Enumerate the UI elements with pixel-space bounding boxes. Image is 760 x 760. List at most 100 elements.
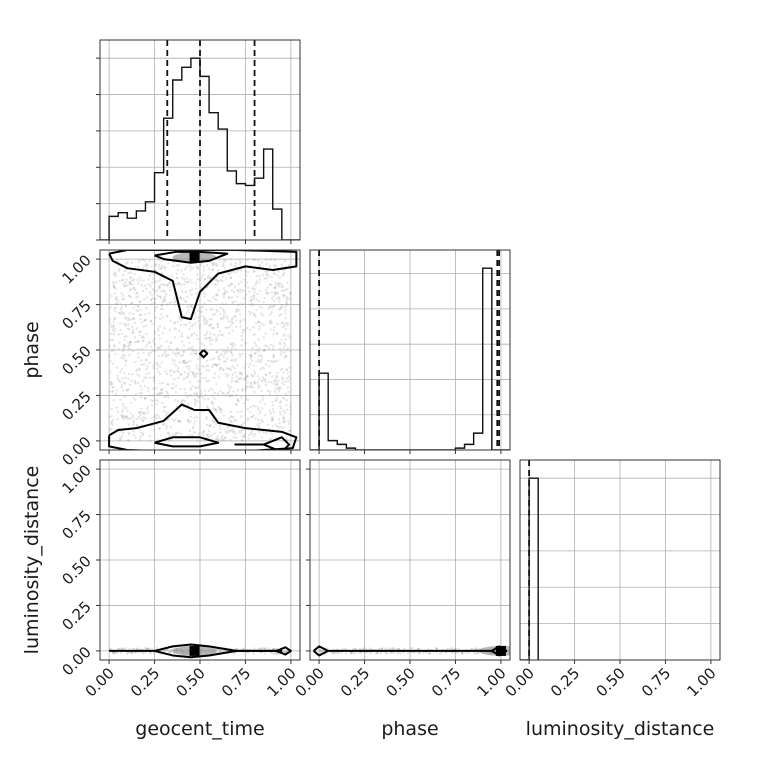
sample-point (195, 416, 199, 419)
sample-point (169, 286, 172, 289)
sample-point (165, 353, 168, 357)
sample-point (254, 351, 257, 355)
x-tick-label: 0.25 (337, 664, 373, 700)
sample-point (272, 344, 275, 348)
sample-point (276, 425, 279, 428)
sample-point (260, 261, 264, 264)
sample-point (202, 319, 206, 322)
sample-point (284, 355, 288, 359)
sample-point (119, 312, 123, 316)
sample-point (203, 292, 206, 296)
sample-point (173, 359, 176, 363)
sample-point (119, 651, 122, 655)
sample-point (166, 283, 170, 287)
sample-point (268, 647, 271, 650)
y-axis-label-phase: phase (21, 321, 43, 378)
sample-point (162, 299, 166, 302)
sample-point (235, 647, 238, 651)
sample-point (318, 648, 322, 652)
sample-point (124, 647, 128, 650)
sample-point (221, 434, 224, 438)
sample-point (283, 344, 287, 347)
sample-point (260, 379, 264, 383)
sample-point (134, 304, 137, 307)
sample-point (159, 296, 163, 299)
sample-point (140, 283, 144, 287)
y-tick-label: 0.75 (58, 507, 94, 543)
sample-point (108, 345, 111, 348)
sample-point (276, 382, 279, 386)
sample-point (114, 280, 118, 284)
sample-point (195, 333, 198, 337)
sample-point (228, 386, 231, 390)
sample-point (133, 288, 137, 292)
sample-point (207, 379, 210, 383)
sample-point (188, 409, 192, 413)
sample-point (224, 360, 228, 363)
sample-point (227, 295, 231, 299)
sample-point (185, 277, 189, 280)
sample-point (153, 337, 157, 341)
sample-point (269, 371, 272, 374)
sample-point (213, 425, 216, 429)
sample-point (279, 413, 282, 416)
sample-point (380, 647, 384, 650)
sample-point (222, 258, 226, 262)
sample-point (261, 420, 264, 424)
sample-point (241, 423, 244, 427)
sample-point (282, 417, 285, 420)
sample-point (111, 338, 115, 342)
sample-point (215, 283, 218, 286)
sample-point (229, 410, 233, 414)
sample-point (177, 420, 180, 423)
sample-point (234, 271, 238, 274)
sample-point (279, 306, 282, 310)
sample-point (112, 280, 115, 284)
sample-point (111, 362, 115, 365)
sample-point (238, 353, 241, 356)
sample-point (201, 274, 205, 277)
sample-point (267, 380, 271, 384)
sample-point (161, 308, 164, 311)
sample-point (119, 437, 122, 441)
sample-point (114, 297, 117, 300)
sample-point (272, 328, 276, 332)
sample-point (217, 355, 220, 358)
sample-point (188, 321, 192, 324)
sample-point (112, 317, 116, 320)
sample-point (241, 428, 244, 432)
sample-point (391, 647, 394, 650)
sample-point (267, 307, 270, 310)
sample-point (168, 434, 172, 437)
sample-point (166, 382, 169, 386)
sample-point (218, 648, 221, 652)
sample-point (258, 320, 261, 324)
sample-point (277, 390, 281, 393)
sample-point (124, 304, 127, 308)
sample-point (235, 436, 238, 440)
sample-point (319, 649, 323, 653)
sample-point (128, 383, 132, 387)
sample-point (190, 333, 194, 336)
sample-point (264, 363, 268, 366)
sample-point (226, 431, 229, 434)
sample-point (248, 362, 252, 366)
sample-point (142, 416, 145, 419)
sample-point (262, 323, 266, 327)
sample-point (227, 272, 230, 276)
sample-point (139, 435, 142, 438)
sample-point (138, 438, 141, 441)
sample-point (284, 317, 287, 320)
sample-point (231, 394, 235, 397)
sample-point (209, 343, 213, 346)
sample-point (251, 298, 254, 301)
sample-point (225, 349, 229, 353)
sample-point (125, 278, 128, 282)
sample-point (154, 290, 158, 293)
sample-point (279, 405, 282, 408)
sample-point (270, 419, 274, 422)
sample-point (269, 437, 273, 441)
sample-point (179, 335, 182, 338)
sample-point (186, 336, 190, 339)
sample-point (417, 647, 420, 651)
